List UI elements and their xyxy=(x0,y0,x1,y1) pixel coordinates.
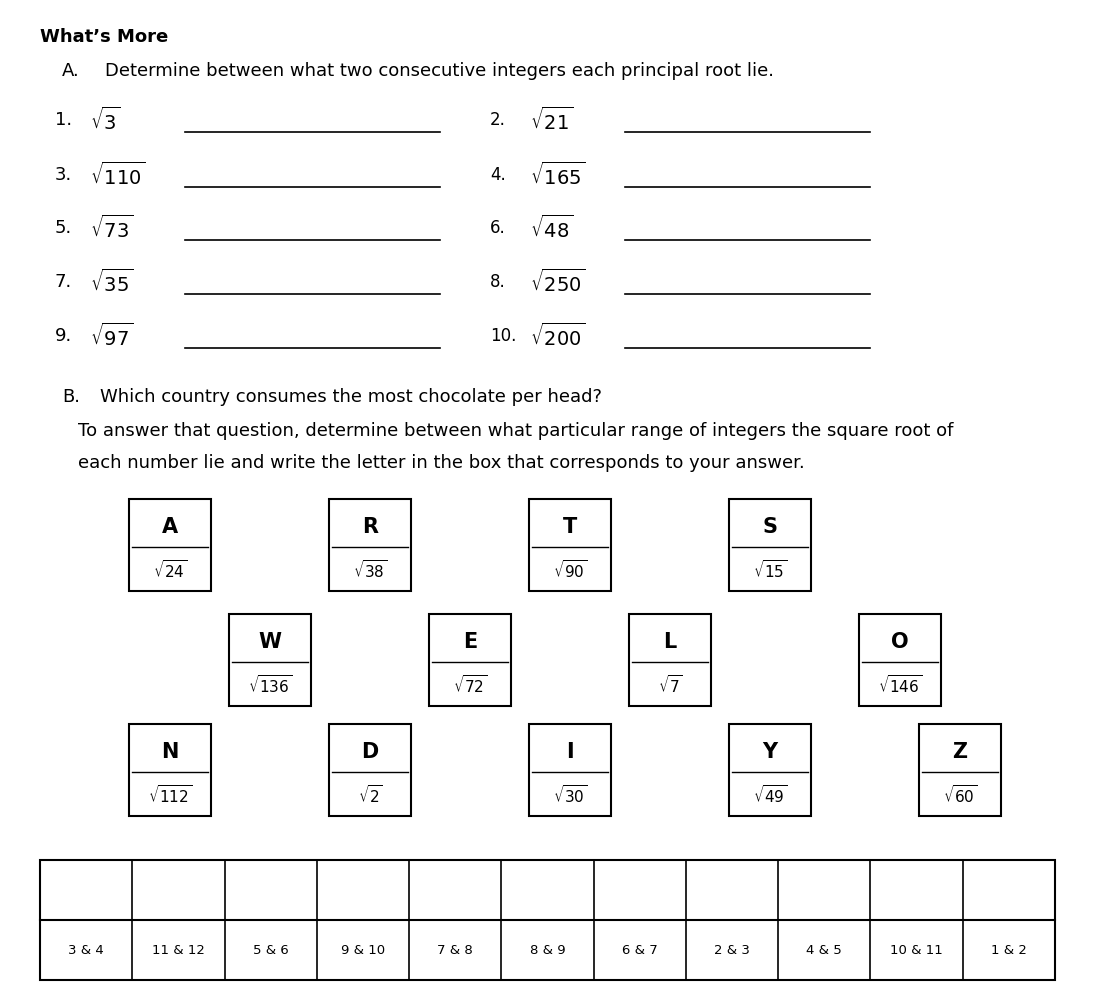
Text: 6.: 6. xyxy=(490,219,505,237)
Text: A: A xyxy=(162,517,178,537)
Text: 1 & 2: 1 & 2 xyxy=(991,944,1027,957)
Text: 10 & 11: 10 & 11 xyxy=(891,944,943,957)
Text: 2 & 3: 2 & 3 xyxy=(714,944,750,957)
Text: S: S xyxy=(763,517,778,537)
Bar xyxy=(529,724,612,816)
Text: $\sqrt{38}$: $\sqrt{38}$ xyxy=(352,559,387,581)
Bar xyxy=(729,724,811,816)
Text: What’s More: What’s More xyxy=(40,28,168,46)
Text: O: O xyxy=(892,632,909,652)
Text: Y: Y xyxy=(763,742,778,762)
Bar xyxy=(329,499,411,591)
Text: T: T xyxy=(563,517,578,537)
Text: 9.: 9. xyxy=(55,327,72,345)
Text: $\sqrt{136}$: $\sqrt{136}$ xyxy=(248,674,292,696)
Text: 6 & 7: 6 & 7 xyxy=(621,944,657,957)
Text: $\sqrt{3}$: $\sqrt{3}$ xyxy=(90,107,120,134)
Text: 3 & 4: 3 & 4 xyxy=(68,944,104,957)
Text: 4 & 5: 4 & 5 xyxy=(806,944,842,957)
Text: $\sqrt{165}$: $\sqrt{165}$ xyxy=(529,161,585,188)
Text: 5.: 5. xyxy=(55,219,72,237)
Bar xyxy=(329,724,411,816)
Text: 3.: 3. xyxy=(55,166,72,184)
Text: $\sqrt{112}$: $\sqrt{112}$ xyxy=(148,783,193,806)
Text: Which country consumes the most chocolate per head?: Which country consumes the most chocolat… xyxy=(100,388,602,406)
Text: $\sqrt{90}$: $\sqrt{90}$ xyxy=(552,559,587,581)
Text: Z: Z xyxy=(953,742,967,762)
Bar xyxy=(40,860,1055,980)
Text: 9 & 10: 9 & 10 xyxy=(341,944,385,957)
Text: $\sqrt{30}$: $\sqrt{30}$ xyxy=(552,783,587,806)
Text: $\sqrt{97}$: $\sqrt{97}$ xyxy=(90,322,133,349)
Text: $\sqrt{7}$: $\sqrt{7}$ xyxy=(657,674,683,696)
Text: $\sqrt{146}$: $\sqrt{146}$ xyxy=(877,674,922,696)
Text: $\sqrt{2}$: $\sqrt{2}$ xyxy=(358,783,383,806)
Text: I: I xyxy=(567,742,574,762)
Text: L: L xyxy=(663,632,676,652)
Text: W: W xyxy=(258,632,281,652)
Text: D: D xyxy=(361,742,379,762)
Text: 7.: 7. xyxy=(55,273,72,291)
Text: 2.: 2. xyxy=(490,111,505,129)
Text: $\sqrt{250}$: $\sqrt{250}$ xyxy=(529,269,585,296)
Bar xyxy=(129,724,211,816)
Text: 4.: 4. xyxy=(490,166,505,184)
Text: $\sqrt{60}$: $\sqrt{60}$ xyxy=(943,783,977,806)
Text: 8.: 8. xyxy=(490,273,505,291)
Bar xyxy=(229,614,311,706)
Text: $\sqrt{72}$: $\sqrt{72}$ xyxy=(453,674,487,696)
Bar xyxy=(129,499,211,591)
Bar xyxy=(919,724,1001,816)
Text: $\sqrt{24}$: $\sqrt{24}$ xyxy=(153,559,187,581)
Text: $\sqrt{73}$: $\sqrt{73}$ xyxy=(90,214,133,242)
Text: R: R xyxy=(362,517,379,537)
Text: N: N xyxy=(161,742,178,762)
Text: 1.: 1. xyxy=(55,111,72,129)
Text: $\sqrt{110}$: $\sqrt{110}$ xyxy=(90,161,146,188)
Text: A.: A. xyxy=(62,62,80,80)
Text: To answer that question, determine between what particular range of integers the: To answer that question, determine betwe… xyxy=(78,422,953,440)
Bar xyxy=(859,614,941,706)
Bar xyxy=(529,499,612,591)
Text: Determine between what two consecutive integers each principal root lie.: Determine between what two consecutive i… xyxy=(105,62,773,80)
Text: $\sqrt{21}$: $\sqrt{21}$ xyxy=(529,107,573,134)
Text: B.: B. xyxy=(62,388,80,406)
Bar xyxy=(729,499,811,591)
Bar xyxy=(629,614,711,706)
Text: 5 & 6: 5 & 6 xyxy=(253,944,289,957)
Bar xyxy=(429,614,511,706)
Text: 7 & 8: 7 & 8 xyxy=(438,944,473,957)
Text: 8 & 9: 8 & 9 xyxy=(529,944,566,957)
Text: each number lie and write the letter in the box that corresponds to your answer.: each number lie and write the letter in … xyxy=(78,454,805,472)
Text: E: E xyxy=(463,632,477,652)
Text: 10.: 10. xyxy=(490,327,516,345)
Text: $\sqrt{35}$: $\sqrt{35}$ xyxy=(90,269,133,296)
Text: $\sqrt{48}$: $\sqrt{48}$ xyxy=(529,214,573,242)
Text: $\sqrt{200}$: $\sqrt{200}$ xyxy=(529,322,585,349)
Text: $\sqrt{49}$: $\sqrt{49}$ xyxy=(753,783,788,806)
Text: 11 & 12: 11 & 12 xyxy=(152,944,205,957)
Text: $\sqrt{15}$: $\sqrt{15}$ xyxy=(753,559,788,581)
